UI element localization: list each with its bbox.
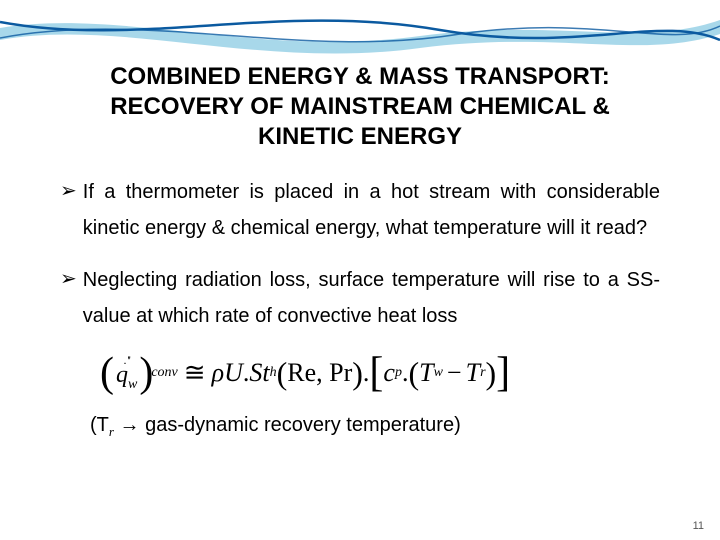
page-number: 11 [693,520,704,532]
bullet-marker-icon: ➢ [60,262,77,296]
bullet-text: If a thermometer is placed in a hot stre… [83,174,660,246]
bullet-item: ➢ Neglecting radiation loss, surface tem… [60,262,660,334]
slide-title: COMBINED ENERGY & MASS TRANSPORT: RECOVE… [60,62,660,152]
slide-content: COMBINED ENERGY & MASS TRANSPORT: RECOVE… [0,0,720,440]
footnote: (Tr → gas-dynamic recovery temperature) [90,414,660,440]
bullet-item: ➢ If a thermometer is placed in a hot st… [60,174,660,246]
equation: ( . '' qw ) conv ≅ ρU.Sth (Re, Pr). [ cp… [100,352,660,394]
bullet-marker-icon: ➢ [60,174,77,208]
bullet-text: Neglecting radiation loss, surface tempe… [83,262,660,334]
